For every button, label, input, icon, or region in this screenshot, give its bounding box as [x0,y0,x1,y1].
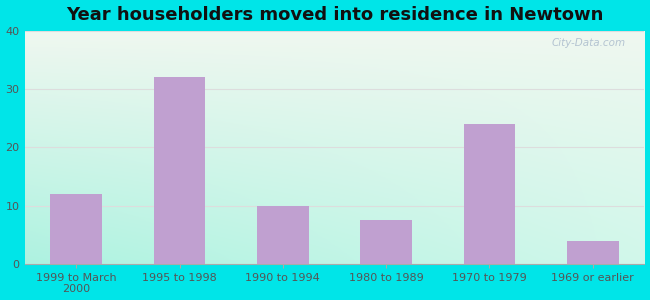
Bar [153,77,205,264]
Bar [360,220,412,264]
Bar [50,194,102,264]
Title: Year householders moved into residence in Newtown: Year householders moved into residence i… [66,6,603,24]
Text: City-Data.com: City-Data.com [552,38,626,48]
Bar [257,206,309,264]
Bar [463,124,515,264]
Bar [567,241,619,264]
